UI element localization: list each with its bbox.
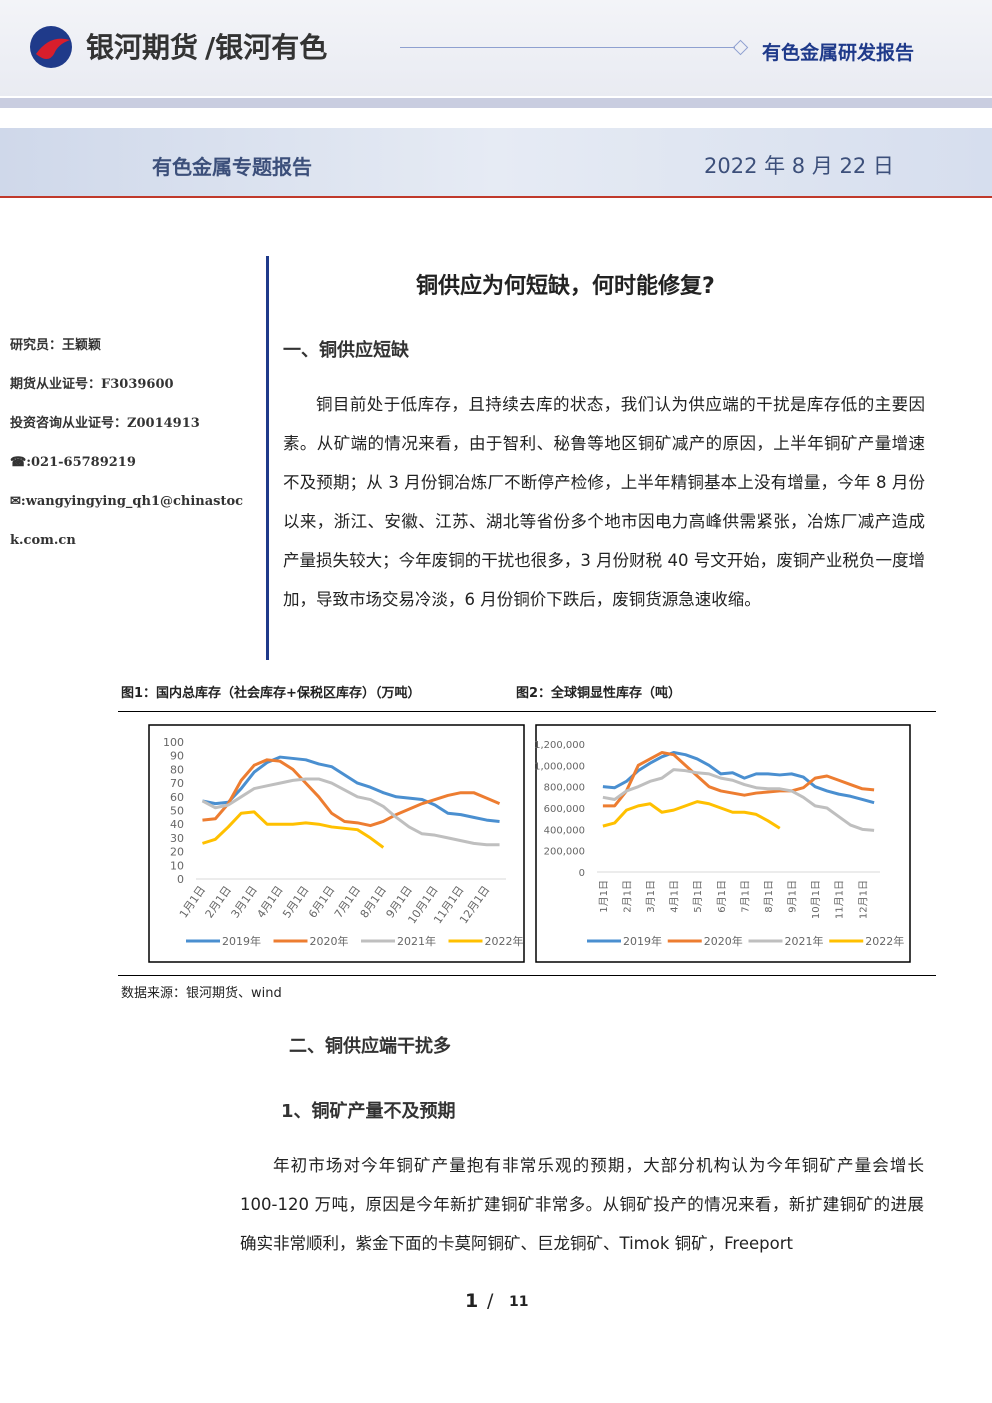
series-line [202,755,500,823]
band [0,128,992,196]
x-tick-label: 2月1日 [621,880,633,913]
legend-label: 2022年 [865,934,904,948]
series-line [602,751,875,808]
x-tick-label: 12月1日 [857,880,869,919]
divider [266,256,269,660]
rule [118,975,936,976]
legend-label: 2019年 [623,934,662,948]
chart: 0 200,000 400,000 600,000 800,000 1,000,000 1,… [535,724,911,963]
series-line [202,758,501,828]
x-tick-label: 3月1日 [645,880,657,913]
header-bg [0,0,992,96]
x-tick-label: 4月1日 [669,880,681,913]
series-line [602,751,875,805]
y-tick-label: 800,000 [544,783,585,794]
series-line [201,777,500,847]
sidebar-line: 研究员：王颖颖 [10,338,102,353]
x-tick-label: 8月1日 [763,880,775,913]
x-tick-label: 5月1日 [692,880,704,913]
y-tick-label: 20 [170,846,184,859]
y-tick-label: 0 [177,873,184,886]
rule [400,47,735,48]
x-tick-label: 11月1日 [834,880,846,919]
y-tick-label: 0 [579,868,585,879]
paragraph: 铜目前处于低库存，且持续去库的状态，我们认为供应端的干扰是库存低的主要因素。从矿… [283,395,925,609]
red-rule [0,196,992,198]
chart-frame [148,724,525,963]
chart: 01020304050607080901001月1日2月1日3月1日4月1日5月… [148,724,525,963]
series-line [202,810,385,849]
figure-caption: 图1：国内总库存（社会库存+保税区库存）（万吨） [121,686,421,701]
y-tick-label: 100 [163,736,184,749]
band-date: 2022 年 8 月 22 日 [704,154,894,178]
legend-label: 2020年 [310,934,349,948]
page-sep: / [487,1290,494,1312]
series-line [602,768,875,832]
report-type: 有色金属研发报告 [762,42,915,64]
x-tick-label: 7月1日 [739,880,751,913]
y-tick-label: 70 [170,777,184,790]
sidebar-line: ✉:wangyingying_qh1@chinastock.com.cn [10,494,244,548]
series-line [602,800,781,830]
page-number: 1 [465,1290,479,1312]
sidebar: 研究员：王颖颖 期货从业证号：F3039600 投资咨询从业证号：Z001491… [10,336,255,548]
sidebar-line: 投资咨询从业证号：Z0014913 [10,416,200,431]
logo [30,26,72,68]
chart-frame [535,724,911,963]
y-tick-label: 60 [170,791,184,804]
section-heading: 二、铜供应端干扰多 [289,1036,451,1057]
legend-label: 2020年 [704,934,743,948]
division: /银河有色 [205,31,328,64]
section-heading: 一、铜供应短缺 [283,340,409,361]
y-tick-label: 10 [170,859,184,872]
y-tick-label: 600,000 [544,804,585,815]
band-title: 有色金属专题报告 [152,155,312,179]
y-tick-label: 200,000 [544,847,585,858]
source: 数据来源：银河期货、wind [121,986,282,1001]
brand: 银河期货 [86,31,199,64]
legend-label: 2022年 [485,934,524,948]
y-tick-label: 30 [170,832,184,845]
main-title: 铜供应为何短缺，何时能修复? [416,274,715,299]
page-total: 11 [509,1294,529,1310]
y-tick-label: 80 [170,763,184,776]
y-tick-label: 90 [170,750,184,763]
y-tick-label: 1,200,000 [535,740,585,751]
x-tick-label: 10月1日 [810,880,822,919]
figure-caption: 图2：全球铜显性库存（吨） [516,686,682,701]
x-tick-label: 9月1日 [787,880,799,913]
legend-label: 2021年 [397,934,436,948]
header-strip [0,98,992,108]
legend-label: 2021年 [785,934,824,948]
y-tick-label: 50 [170,805,184,818]
x-tick-label: 1月1日 [598,880,610,913]
y-tick-label: 400,000 [544,825,585,836]
x-tick-label: 6月1日 [716,880,728,913]
sidebar-line: ☎:021-65789219 [10,455,136,470]
sidebar-line: 期货从业证号：F3039600 [10,377,174,392]
paragraph: 年初市场对今年铜矿产量抱有非常乐观的预期，大部分机构认为今年铜矿产量会增长 10… [240,1156,924,1253]
y-tick-label: 1,000,000 [535,761,585,772]
rule [118,711,936,712]
y-tick-label: 40 [170,818,184,831]
legend-label: 2019年 [222,934,261,948]
subheading: 1、铜矿产量不及预期 [281,1101,456,1122]
